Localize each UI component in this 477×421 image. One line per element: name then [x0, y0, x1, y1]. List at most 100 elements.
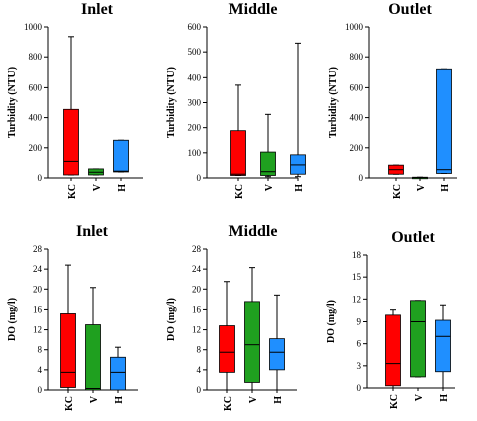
y-tick-label: 100	[188, 148, 202, 158]
category-label: V	[248, 395, 259, 403]
box-body	[110, 356, 126, 391]
y-tick-label: 0	[38, 173, 43, 183]
category-label: KC	[223, 396, 234, 411]
box-H: H	[436, 68, 452, 192]
box-H: H	[290, 42, 306, 192]
chart-title: Outlet	[391, 229, 435, 246]
box-V: V	[88, 168, 104, 191]
chart-title: Inlet	[81, 1, 114, 18]
box-body	[436, 68, 452, 174]
category-label: H	[273, 396, 284, 404]
chart-title: Outlet	[388, 1, 432, 18]
chart-title: Middle	[229, 223, 278, 240]
box-body	[113, 139, 129, 173]
y-tick-label: 400	[350, 113, 364, 123]
category-label: KC	[234, 184, 245, 199]
y-tick-label: 300	[188, 98, 202, 108]
box-KC: KC	[388, 164, 404, 199]
box-V: V	[412, 176, 428, 191]
y-tick-label: 200	[188, 123, 202, 133]
y-tick-label: 400	[188, 72, 202, 82]
y-tick-label: 200	[29, 143, 43, 153]
category-label: H	[439, 394, 450, 402]
y-tick-label: 3	[357, 361, 362, 371]
y-tick-label: 20	[33, 284, 43, 294]
y-tick-label: 400	[29, 113, 43, 123]
box-body	[60, 313, 76, 388]
box-V: V	[85, 287, 101, 403]
y-tick-label: 0	[197, 385, 202, 395]
box-H: H	[435, 304, 451, 402]
y-tick-label: 15	[352, 272, 362, 282]
category-label: V	[414, 393, 425, 401]
chart-title: Middle	[229, 1, 278, 18]
box-H: H	[269, 294, 285, 404]
box-V: V	[260, 113, 276, 191]
box-body	[85, 324, 101, 391]
box-KC: KC	[219, 281, 235, 411]
chart-panel-6: Outlet DO (mg/l) 0 3 6 9 12 15 18 KC V H	[326, 229, 455, 409]
category-label: KC	[392, 184, 403, 199]
y-axis-label: Turbidity (NTU)	[328, 67, 339, 138]
box-body	[244, 301, 260, 383]
y-tick-label: 600	[29, 82, 43, 92]
box-H: H	[113, 139, 129, 192]
box-KC: KC	[230, 84, 246, 199]
chart-panel-2: Middle Turbidity (NTU) 0 100 200 300 400 500 600…	[166, 1, 306, 199]
y-tick-label: 600	[188, 22, 202, 32]
box-body	[260, 151, 276, 176]
box-body	[230, 130, 246, 176]
box-KC: KC	[385, 309, 401, 409]
y-tick-label: 8	[38, 345, 43, 355]
category-label: H	[440, 184, 451, 192]
y-tick-label: 0	[357, 383, 362, 393]
y-tick-label: 24	[33, 264, 43, 274]
box-KC: KC	[60, 264, 76, 411]
chart-panel-5: Middle DO (mg/l) 0 4 8 12 16 20 24 28 KC V H	[166, 223, 297, 411]
y-tick-label: 500	[188, 47, 202, 57]
box-KC: KC	[63, 36, 79, 199]
y-tick-label: 16	[33, 304, 43, 314]
box-V: V	[244, 267, 260, 403]
y-axis-label: DO (mg/l)	[7, 298, 18, 341]
y-axis-label: DO (mg/l)	[326, 300, 337, 343]
category-label: H	[114, 396, 125, 404]
y-tick-label: 8	[197, 345, 202, 355]
box-body	[219, 325, 235, 373]
y-tick-label: 200	[350, 143, 364, 153]
y-tick-label: 4	[197, 365, 202, 375]
y-axis-label: Turbidity (NTU)	[166, 67, 177, 138]
chart-title: Inlet	[76, 223, 109, 240]
y-tick-label: 4	[38, 365, 43, 375]
y-tick-label: 800	[350, 52, 364, 62]
y-tick-label: 6	[357, 339, 362, 349]
y-tick-label: 12	[352, 294, 361, 304]
y-tick-label: 18	[352, 250, 362, 260]
box-H: H	[110, 346, 126, 404]
box-body	[435, 319, 451, 373]
y-tick-label: 16	[192, 304, 202, 314]
y-tick-label: 0	[197, 173, 202, 183]
y-tick-label: 0	[359, 173, 364, 183]
box-body	[410, 300, 426, 378]
category-label: KC	[64, 396, 75, 411]
box-V: V	[410, 300, 426, 401]
y-axis-label: DO (mg/l)	[166, 298, 177, 341]
chart-panel-4: Inlet DO (mg/l) 0 4 8 12 16 20 24 28 KC V H	[7, 223, 138, 411]
category-label: KC	[67, 184, 78, 199]
category-label: H	[294, 184, 305, 192]
y-tick-label: 600	[350, 82, 364, 92]
box-body	[269, 338, 285, 371]
box-body	[385, 314, 401, 387]
y-tick-label: 12	[192, 325, 201, 335]
y-tick-label: 1000	[345, 22, 364, 32]
y-tick-label: 24	[192, 264, 202, 274]
category-label: V	[264, 183, 275, 191]
y-tick-label: 9	[357, 317, 362, 327]
y-tick-label: 0	[38, 385, 43, 395]
y-tick-label: 1000	[24, 22, 43, 32]
category-label: KC	[389, 394, 400, 409]
category-label: V	[92, 183, 103, 191]
category-label: H	[117, 184, 128, 192]
